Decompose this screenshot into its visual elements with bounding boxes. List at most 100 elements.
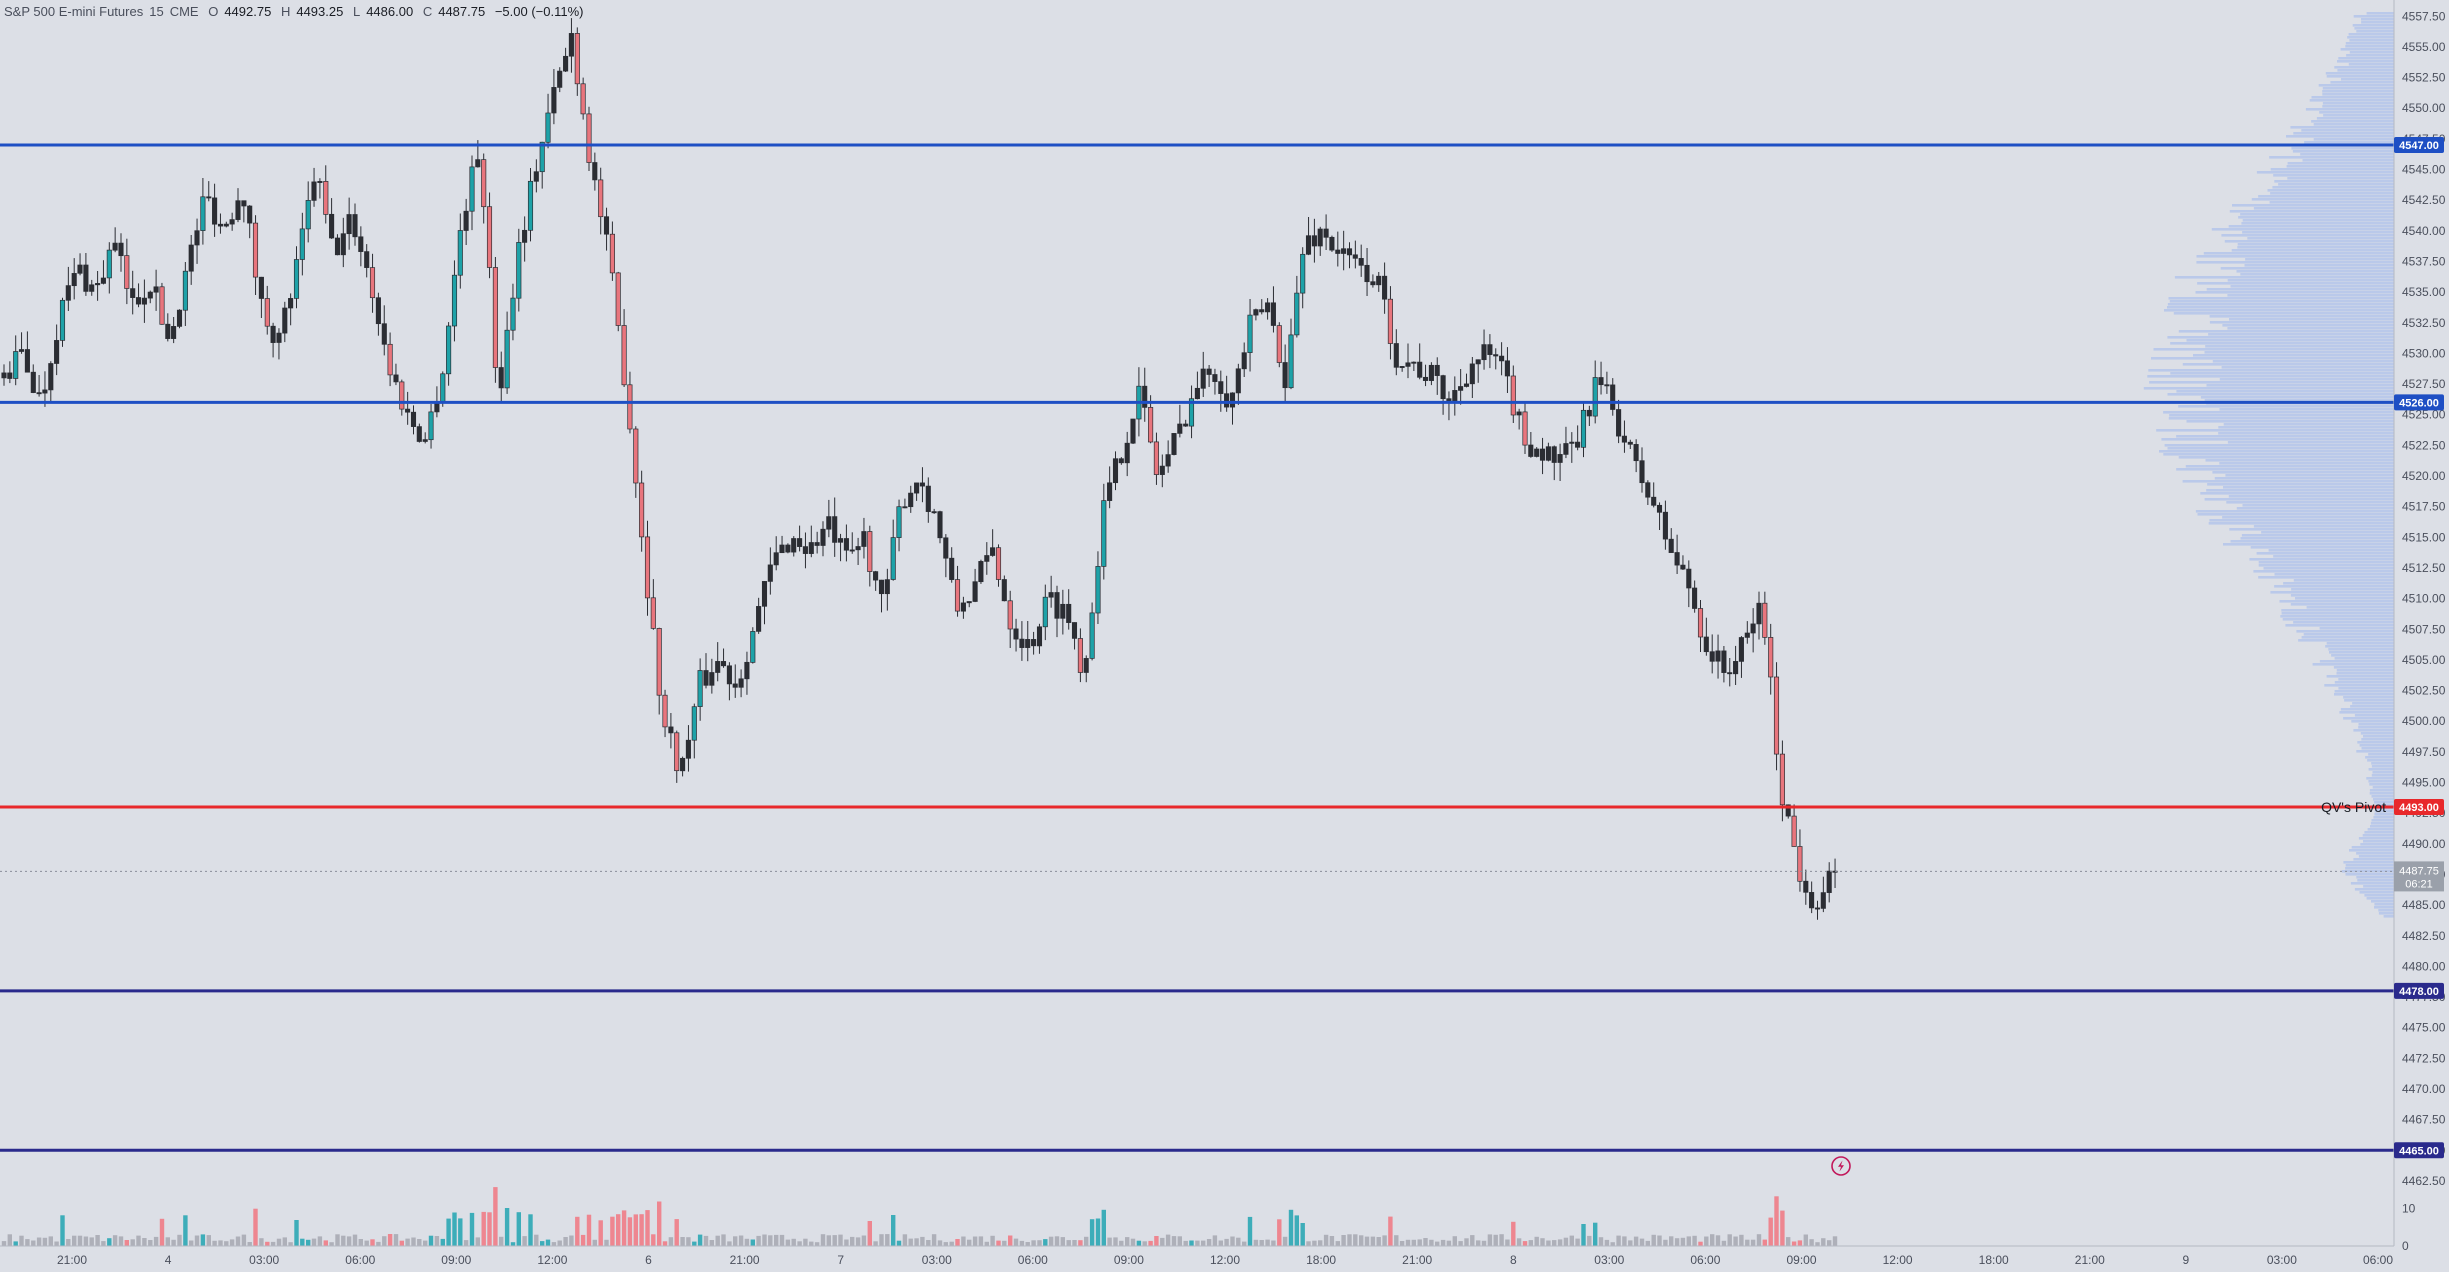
candle (124, 238, 130, 305)
price-axis[interactable]: 4557.504555.004552.504550.004547.504545.… (2393, 0, 2449, 1253)
volume-bar (750, 1239, 755, 1246)
candle-body (264, 298, 270, 327)
volume-bar (1651, 1234, 1656, 1246)
candle (539, 141, 545, 189)
candle-body (247, 205, 253, 224)
candle (1411, 361, 1417, 371)
volume-bar (1774, 1196, 1779, 1246)
volume-profile-row (2368, 780, 2394, 783)
candle (1118, 457, 1124, 465)
volume-profile-row (2296, 630, 2394, 633)
candle (188, 235, 194, 285)
price-tick-label: 4462.50 (2402, 1174, 2446, 1188)
candle-body (1212, 374, 1218, 382)
volume-profile-row (2318, 84, 2394, 87)
candle-body (1598, 377, 1604, 386)
volume-bar (879, 1234, 884, 1246)
price-tick-label: 4500.00 (2402, 714, 2446, 728)
volume-bar (1628, 1240, 1633, 1246)
candle-body (83, 264, 89, 292)
candle (171, 317, 177, 344)
volume-profile-row (2270, 168, 2394, 171)
time-axis[interactable]: 21:00 4 03:00 06:00 09:00 12:00 6 21:00 7 03:00 06… (0, 1245, 2394, 1267)
candle-body (568, 33, 574, 57)
volume-profile-row (2167, 393, 2394, 396)
candle (960, 596, 966, 619)
volume-bar (703, 1235, 709, 1246)
candle-body (656, 628, 662, 696)
volume-profile-row (2322, 102, 2394, 105)
candle-body (1405, 362, 1411, 367)
volume-profile-row (2372, 786, 2394, 789)
price-tick-label: 4530.00 (2402, 346, 2446, 360)
volume-bar (434, 1236, 440, 1246)
candle (1563, 426, 1569, 459)
volume-profile-row (2163, 411, 2394, 414)
candle-body (1592, 377, 1598, 417)
candle (1569, 432, 1575, 463)
volume-profile-row (2247, 237, 2394, 240)
volume-bar (850, 1236, 855, 1246)
volume-bar (165, 1237, 170, 1246)
volume-bar (1130, 1238, 1136, 1246)
candle (65, 266, 71, 311)
volume-profile-row (2230, 540, 2394, 543)
candle-body (1007, 600, 1013, 630)
volume-bar (1604, 1239, 1610, 1246)
volume-bar (1341, 1235, 1346, 1246)
volume-profile-row (2212, 360, 2394, 363)
volume-profile-row (2373, 816, 2394, 819)
symbol-legend[interactable]: S&P 500 E-mini Futures 15 CME O 4492.75 H 44… (4, 4, 590, 19)
candle-body (1200, 368, 1206, 389)
volume-bar (738, 1235, 744, 1246)
volume-bar (1552, 1240, 1557, 1246)
candle-body (1785, 804, 1791, 817)
candle-body (486, 206, 493, 268)
volume-bar (1452, 1236, 1457, 1246)
candle (323, 165, 329, 224)
candle-body (843, 538, 849, 551)
volume-profile-row (2200, 396, 2394, 399)
candle-body (738, 678, 744, 688)
candle (1282, 344, 1288, 403)
volume-bar (229, 1239, 235, 1246)
volume-bar (1715, 1235, 1721, 1246)
volume-bar (1768, 1217, 1773, 1246)
volume-bar (1212, 1235, 1218, 1246)
horizontal-levels[interactable]: QV's Pivot (0, 143, 2394, 1152)
candle (1598, 361, 1604, 395)
volume-profile-row (2334, 66, 2394, 69)
candle (761, 581, 768, 625)
candle (334, 234, 341, 256)
volume-bar (1300, 1223, 1305, 1246)
candle-body (311, 181, 317, 201)
candle-body (527, 180, 534, 231)
candle (621, 309, 627, 387)
volume-bar (756, 1235, 761, 1246)
volume-profile-row (2263, 567, 2394, 570)
volume-profile-row (2345, 864, 2394, 867)
candle (135, 283, 142, 308)
candle (1645, 480, 1651, 505)
candle-body (627, 384, 633, 430)
candle-body (457, 230, 463, 276)
volume-profile-row (2334, 657, 2394, 660)
volume-bar (311, 1238, 317, 1246)
candle (715, 642, 721, 682)
price-axis-background (2394, 0, 2449, 1246)
volume-profile-row (2319, 111, 2394, 114)
candle-body (791, 538, 797, 553)
volume-profile-row (2223, 543, 2394, 546)
lightning-alert-icon[interactable] (1831, 1156, 1851, 1176)
volume-profile-row (2374, 813, 2394, 816)
volume-bar (1581, 1224, 1586, 1246)
level-price-badge (2394, 982, 2444, 999)
candle (311, 167, 317, 207)
volume-bar (990, 1235, 995, 1246)
volume-profile-row (2221, 234, 2394, 237)
candle (691, 703, 697, 759)
volume-bar (592, 1239, 597, 1246)
volume-profile-row (2197, 513, 2394, 516)
candle-body (1779, 753, 1785, 806)
